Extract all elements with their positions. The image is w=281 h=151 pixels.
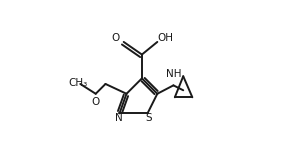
Text: OH: OH xyxy=(157,33,173,43)
Text: S: S xyxy=(146,113,152,123)
Text: CH₃: CH₃ xyxy=(69,78,88,88)
Text: N: N xyxy=(115,113,123,123)
Text: O: O xyxy=(92,97,100,107)
Text: O: O xyxy=(112,33,120,43)
Text: NH: NH xyxy=(166,69,181,79)
